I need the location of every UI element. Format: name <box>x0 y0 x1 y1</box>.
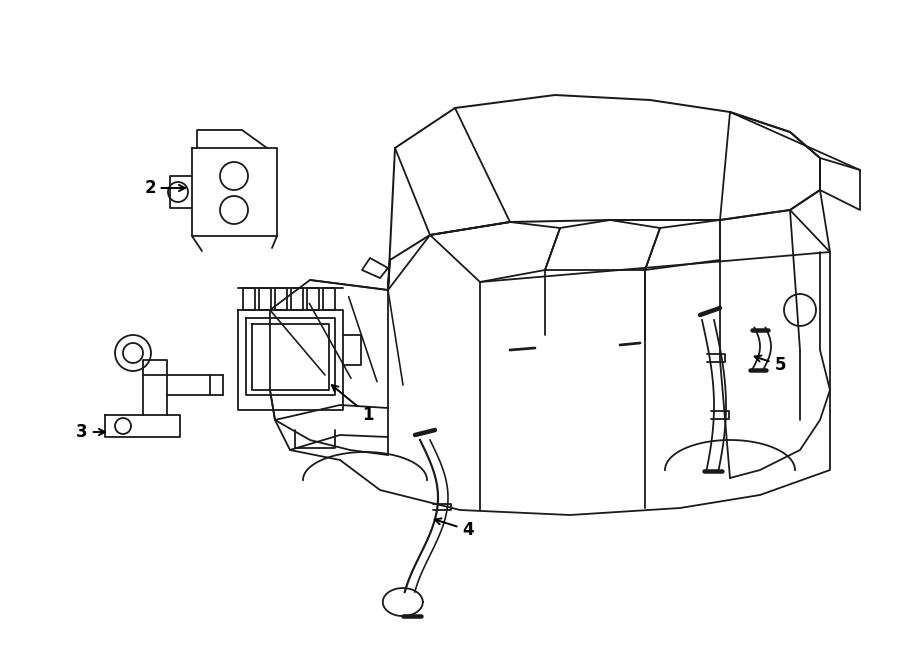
Text: 1: 1 <box>332 385 374 424</box>
Text: 4: 4 <box>435 518 473 539</box>
Text: 5: 5 <box>755 356 786 374</box>
Text: 2: 2 <box>144 179 185 197</box>
Text: 3: 3 <box>76 423 105 441</box>
